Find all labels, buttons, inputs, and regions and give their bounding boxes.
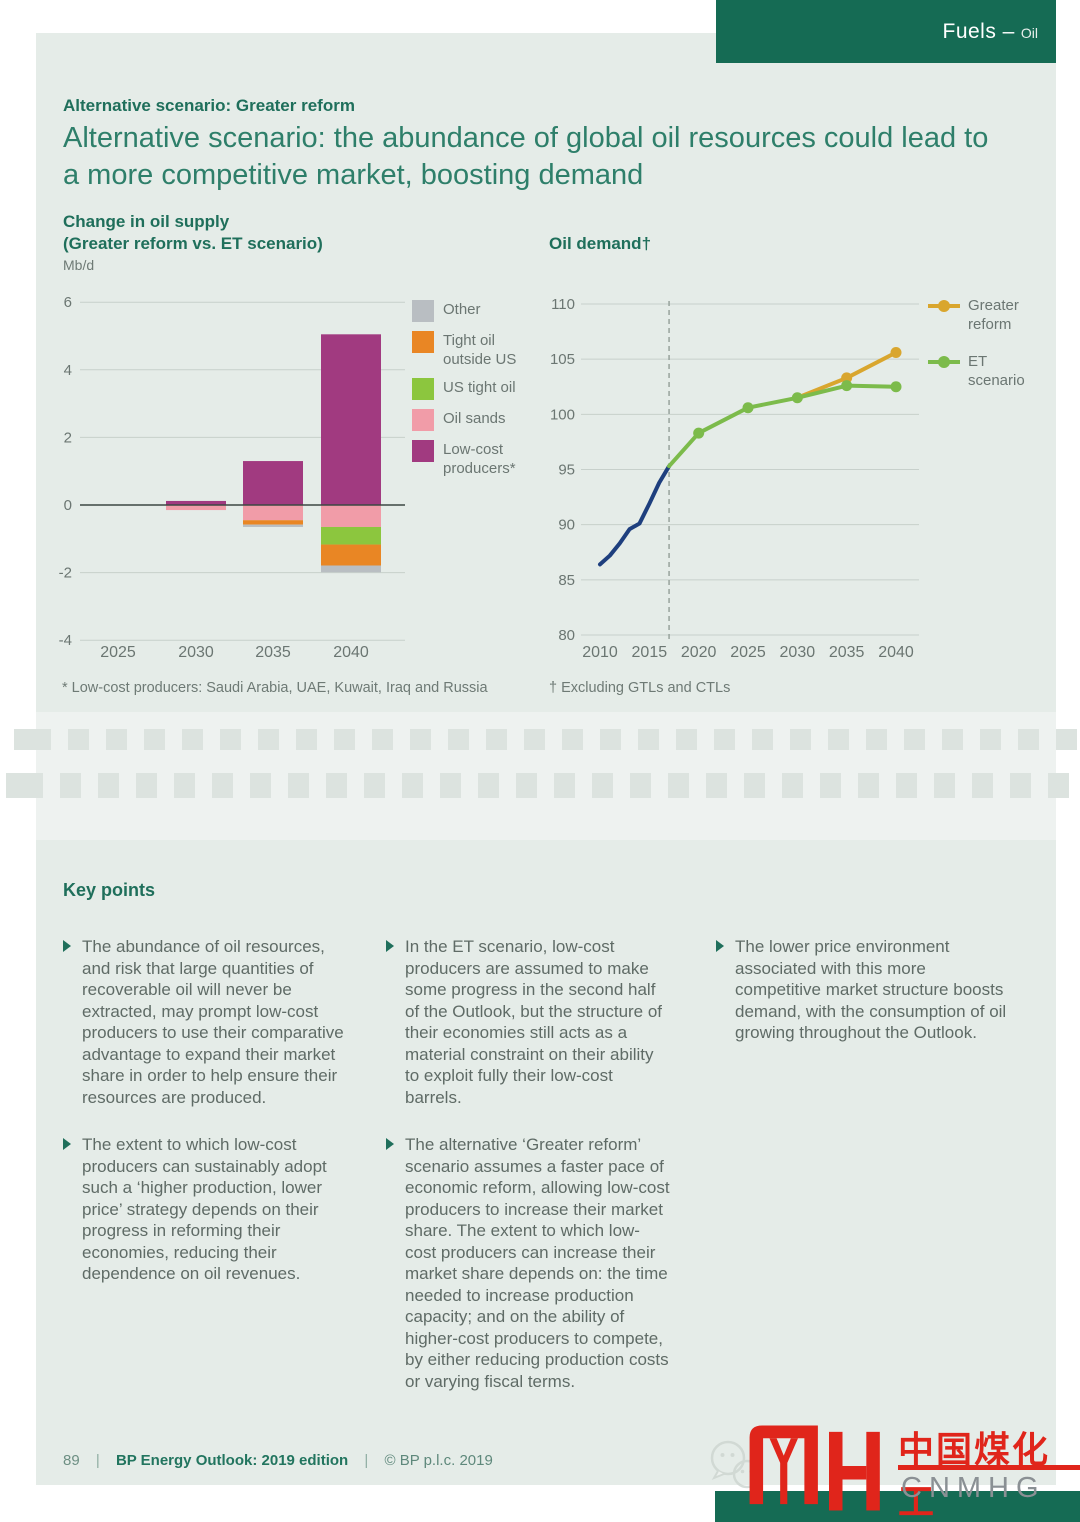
content-panel bbox=[36, 33, 1056, 1485]
svg-text:-2: -2 bbox=[59, 565, 72, 582]
legend-label: Low-cost producers* bbox=[443, 441, 516, 477]
supply-chart-unit: Mb/d bbox=[63, 257, 95, 273]
supply-bar-chart: 6 4 2 0 -2 -4 2025 2030 2035 2040 bbox=[59, 295, 405, 661]
svg-text:2015: 2015 bbox=[632, 644, 668, 661]
supply-chart-title: Change in oil supply (Greater reform vs.… bbox=[63, 211, 323, 255]
key-point-text: In the ET scenario, low-cost producers a… bbox=[405, 937, 663, 1107]
key-point: The alternative ‘Greater reform’ scenari… bbox=[386, 1134, 671, 1392]
us-tight-oil-swatch bbox=[412, 378, 434, 400]
bullet-triangle-icon bbox=[716, 940, 724, 952]
svg-text:110: 110 bbox=[551, 296, 575, 313]
key-points-column-1: The abundance of oil resources, and risk… bbox=[63, 936, 353, 1285]
et-scenario-line-swatch bbox=[928, 356, 960, 368]
brand-underline bbox=[898, 1465, 1080, 1470]
footer-separator: | bbox=[364, 1452, 369, 1469]
greater-reform-line-swatch bbox=[928, 300, 960, 312]
footer-edition: BP Energy Outlook: 2019 edition bbox=[115, 1452, 349, 1469]
brand-name-english: CNMHG bbox=[901, 1472, 1046, 1504]
svg-text:85: 85 bbox=[558, 572, 575, 589]
supply-chart-legend: Other Tight oil outside US US tight oil … bbox=[412, 300, 532, 478]
section-tab-label: Fuels – bbox=[942, 19, 1015, 43]
supply-footnote: * Low-cost producers: Saudi Arabia, UAE,… bbox=[62, 680, 488, 696]
page-number: 89 bbox=[63, 1452, 80, 1469]
svg-text:90: 90 bbox=[558, 517, 575, 534]
low-cost-producers-swatch bbox=[412, 440, 434, 462]
bottom-green-bar bbox=[715, 1491, 1080, 1522]
legend-item-low-cost-producers: Low-cost producers* bbox=[412, 440, 532, 478]
tight-oil-outside-us-swatch bbox=[412, 331, 434, 353]
legend-item-et-scenario: ET scenario bbox=[928, 352, 1038, 390]
key-point: The extent to which low-cost producers c… bbox=[63, 1134, 353, 1285]
legend-item-tight-oil-outside-us: Tight oil outside US bbox=[412, 331, 532, 369]
legend-label: Oil sands bbox=[443, 410, 506, 427]
supply-chart-title-line1: Change in oil supply bbox=[63, 212, 230, 231]
legend-item-other: Other bbox=[412, 300, 532, 322]
page-title: Alternative scenario: the abundance of g… bbox=[63, 122, 989, 191]
legend-label: Tight oil outside US bbox=[443, 332, 517, 368]
cnmhg-logo-mark bbox=[749, 1425, 880, 1511]
svg-text:2040: 2040 bbox=[333, 644, 369, 661]
svg-text:-4: -4 bbox=[59, 632, 72, 649]
demand-chart-title: Oil demand† bbox=[549, 234, 652, 253]
bullet-triangle-icon bbox=[63, 940, 71, 952]
demand-chart-legend: Greater reform ET scenario bbox=[928, 296, 1038, 390]
legend-label: Greater reform bbox=[968, 297, 1019, 333]
svg-text:105: 105 bbox=[550, 351, 575, 368]
svg-text:4: 4 bbox=[64, 362, 72, 379]
svg-text:2025: 2025 bbox=[730, 644, 766, 661]
svg-text:2025: 2025 bbox=[100, 644, 136, 661]
legend-item-oil-sands: Oil sands bbox=[412, 409, 532, 431]
section-tab: Fuels – Oil bbox=[716, 0, 1056, 63]
demand-line-chart: 110 105 100 95 90 85 80 2010 2015 2020 2025 2030 203… bbox=[550, 296, 919, 661]
key-point-text: The abundance of oil resources, and risk… bbox=[82, 937, 344, 1107]
key-point-text: The extent to which low-cost producers c… bbox=[82, 1135, 327, 1283]
brand-name-chinese: 中国煤化工 bbox=[898, 1429, 1051, 1522]
page-footer: 89 | BP Energy Outlook: 2019 edition | ©… bbox=[63, 1452, 493, 1469]
bullet-triangle-icon bbox=[63, 1138, 71, 1150]
legend-label: Other bbox=[443, 301, 481, 318]
key-point-text: The lower price environment associated w… bbox=[735, 937, 1007, 1042]
eyebrow-title: Alternative scenario: Greater reform bbox=[63, 96, 355, 115]
key-points-heading: Key points bbox=[63, 880, 156, 900]
svg-text:2030: 2030 bbox=[178, 644, 214, 661]
key-point-text: The alternative ‘Greater reform’ scenari… bbox=[405, 1135, 670, 1391]
key-points-column-2: In the ET scenario, low-cost producers a… bbox=[386, 936, 671, 1392]
svg-text:2035: 2035 bbox=[829, 644, 865, 661]
greater-reform-dot bbox=[938, 300, 950, 312]
svg-text:2035: 2035 bbox=[255, 644, 291, 661]
svg-text:80: 80 bbox=[558, 627, 575, 644]
demand-footnote: † Excluding GTLs and CTLs bbox=[549, 680, 731, 696]
legend-label: US tight oil bbox=[443, 379, 516, 396]
svg-text:95: 95 bbox=[558, 462, 575, 479]
svg-text:100: 100 bbox=[550, 406, 575, 423]
key-point: In the ET scenario, low-cost producers a… bbox=[386, 936, 671, 1108]
svg-text:2: 2 bbox=[64, 429, 72, 446]
footer-copyright: © BP p.l.c. 2019 bbox=[384, 1452, 493, 1469]
key-points-column-3: The lower price environment associated w… bbox=[716, 936, 1011, 1044]
svg-text:6: 6 bbox=[64, 295, 72, 311]
legend-item-us-tight-oil: US tight oil bbox=[412, 378, 532, 400]
legend-item-greater-reform: Greater reform bbox=[928, 296, 1038, 334]
supply-chart-title-line2: (Greater reform vs. ET scenario) bbox=[63, 234, 323, 253]
svg-text:2040: 2040 bbox=[878, 644, 914, 661]
other-swatch bbox=[412, 300, 434, 322]
svg-text:0: 0 bbox=[64, 497, 72, 514]
svg-text:2030: 2030 bbox=[780, 644, 816, 661]
watermark-squares-row bbox=[0, 773, 1080, 798]
key-point: The lower price environment associated w… bbox=[716, 936, 1011, 1044]
bullet-triangle-icon bbox=[386, 1138, 394, 1150]
oil-sands-swatch bbox=[412, 409, 434, 431]
watermark-squares-row bbox=[0, 729, 1080, 750]
svg-text:2010: 2010 bbox=[582, 644, 618, 661]
legend-label: ET scenario bbox=[968, 353, 1025, 389]
bullet-triangle-icon bbox=[386, 940, 394, 952]
section-tab-sublabel: Oil bbox=[1020, 25, 1038, 41]
key-point: The abundance of oil resources, and risk… bbox=[63, 936, 353, 1108]
svg-text:2020: 2020 bbox=[681, 644, 717, 661]
et-scenario-dot bbox=[938, 356, 950, 368]
footer-separator: | bbox=[95, 1452, 100, 1469]
